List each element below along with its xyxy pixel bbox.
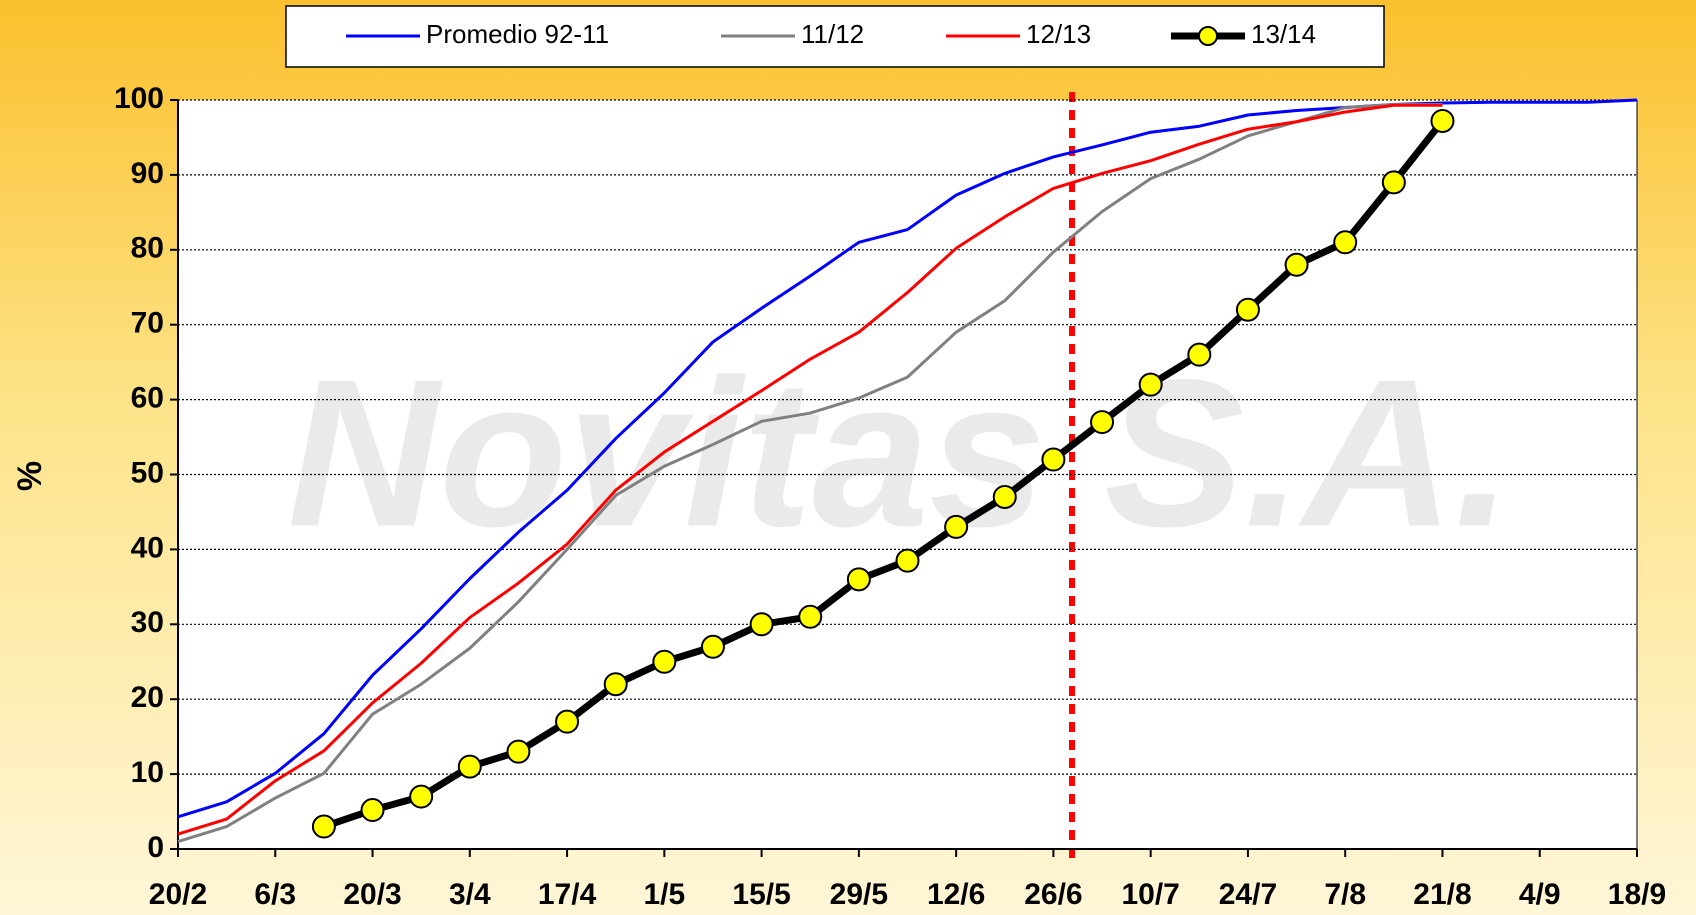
y-tick-label: 80 — [131, 232, 164, 265]
series-marker — [944, 514, 969, 539]
x-tick-label: 20/2 — [149, 878, 207, 911]
x-tick-label: 29/5 — [830, 878, 888, 911]
y-tick-label: 30 — [131, 606, 164, 639]
y-tick-label: 60 — [131, 382, 164, 415]
series-marker — [1333, 230, 1358, 255]
x-tick-label: 12/6 — [927, 878, 985, 911]
y-tick-label: 20 — [131, 681, 164, 714]
y-axis-title: % — [11, 461, 49, 491]
x-tick-label: 6/3 — [254, 878, 296, 911]
series-marker — [311, 814, 336, 839]
series-marker — [1138, 372, 1163, 397]
legend-label: 13/14 — [1251, 19, 1316, 49]
series-marker — [1430, 108, 1455, 133]
series-marker — [700, 634, 725, 659]
x-tick-label: 18/9 — [1608, 878, 1666, 911]
x-tick-label: 24/7 — [1219, 878, 1277, 911]
x-tick-label: 20/3 — [343, 878, 401, 911]
x-tick-label: 21/8 — [1413, 878, 1471, 911]
x-tick-label: 15/5 — [732, 878, 790, 911]
series-marker — [798, 604, 823, 629]
x-tick-label: 1/5 — [643, 878, 685, 911]
y-tick-label: 100 — [114, 82, 164, 115]
series-marker — [1235, 297, 1260, 322]
y-tick-label: 0 — [147, 831, 164, 864]
legend-marker — [1198, 26, 1218, 46]
series-marker — [360, 798, 385, 823]
series-marker — [652, 649, 677, 674]
series-marker — [1041, 447, 1066, 472]
legend-label: Promedio 92-11 — [426, 19, 609, 49]
series-marker — [409, 784, 434, 809]
series-marker — [1381, 170, 1406, 195]
series-marker — [506, 739, 531, 764]
y-tick-label: 70 — [131, 307, 164, 340]
y-tick-label: 90 — [131, 157, 164, 190]
watermark: Novitas S.A. — [287, 335, 1512, 570]
series-line — [177, 102, 1443, 843]
series-marker — [749, 612, 774, 637]
x-tick-label: 3/4 — [449, 878, 491, 911]
series-line — [177, 103, 1443, 836]
series-marker — [555, 709, 580, 734]
series-marker — [457, 754, 482, 779]
series-marker — [1284, 252, 1309, 277]
series-marker — [603, 672, 628, 697]
x-tick-label: 10/7 — [1121, 878, 1179, 911]
x-tick-label: 26/6 — [1024, 878, 1082, 911]
series-marker — [895, 548, 920, 573]
y-tick-label: 40 — [131, 531, 164, 564]
series-marker — [992, 484, 1017, 509]
x-tick-label: 7/8 — [1324, 878, 1366, 911]
x-tick-label: 4/9 — [1519, 878, 1561, 911]
y-tick-label: 50 — [131, 456, 164, 489]
legend-label: 11/12 — [801, 19, 864, 49]
y-tick-label: 10 — [131, 756, 164, 789]
x-tick-label: 17/4 — [538, 878, 597, 911]
series-marker — [846, 567, 871, 592]
series-marker — [1187, 342, 1212, 367]
series-marker — [1090, 410, 1115, 435]
legend-label: 12/13 — [1026, 19, 1091, 49]
